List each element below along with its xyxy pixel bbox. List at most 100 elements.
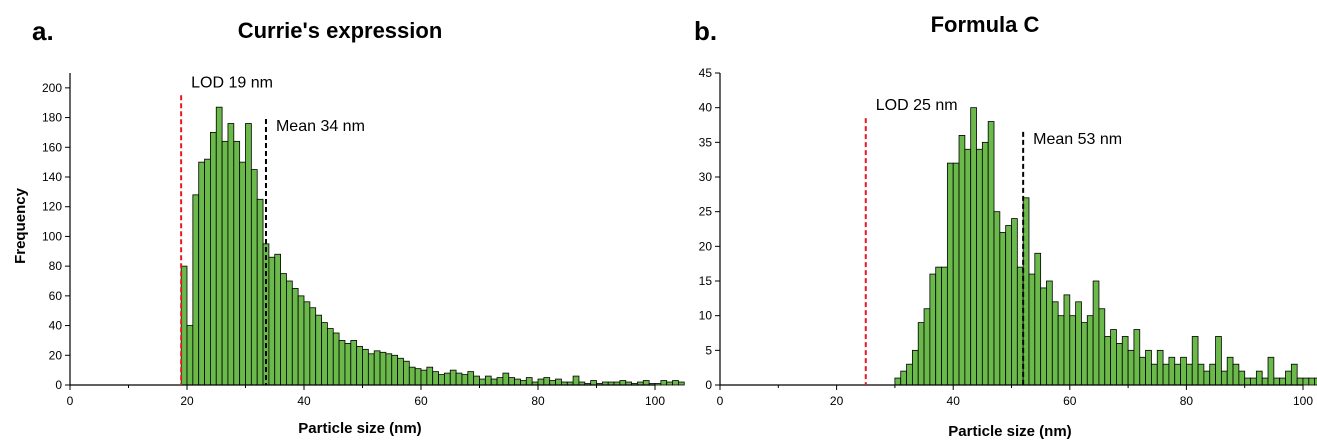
panel-b-histogram-bar bbox=[976, 148, 983, 386]
panel-a-mean-label: Mean 34 nm bbox=[276, 118, 365, 135]
panel-a-y-tick-label: 0 bbox=[55, 378, 62, 392]
panel-b-histogram-bar bbox=[1162, 363, 1170, 386]
panel-a-histogram-bar bbox=[280, 273, 287, 386]
panel-b-histogram-bar bbox=[906, 363, 913, 386]
panel-a-histogram-bar bbox=[502, 372, 510, 386]
panel-a-histogram-bar bbox=[414, 368, 422, 386]
panel-b-histogram-bar bbox=[1034, 252, 1042, 386]
panel-b-histogram-bar bbox=[1069, 315, 1077, 386]
panel-a: a. Currie's expression Particle size (nm… bbox=[12, 16, 685, 437]
panel-b-histogram-bar bbox=[923, 308, 931, 386]
panel-a-histogram-bar bbox=[443, 372, 451, 386]
panel-b-histogram-bar bbox=[911, 349, 919, 386]
panel-a-histogram-bar bbox=[397, 357, 404, 386]
panel-a-y-tick-label: 160 bbox=[42, 140, 62, 154]
panel-b-y-tick-label: 45 bbox=[699, 66, 713, 80]
panel-a-histogram-bar bbox=[660, 380, 668, 386]
panel-a-histogram-bar bbox=[362, 348, 369, 386]
panel-a-histogram-bar bbox=[403, 360, 410, 386]
panel-a-histogram-bar bbox=[426, 366, 434, 386]
panel-a-histogram-bar bbox=[484, 375, 492, 386]
panel-a-histogram-bar bbox=[221, 140, 229, 386]
panel-a-histogram-bar bbox=[321, 322, 328, 386]
panel-a-histogram-bar bbox=[315, 314, 322, 386]
panel-b-y-tick-label: 25 bbox=[699, 205, 713, 219]
panel-a-histogram-bar bbox=[619, 380, 627, 386]
panel-a-y-tick-label: 80 bbox=[49, 259, 63, 273]
panel-a-histogram-bar bbox=[239, 161, 246, 386]
panel-a-x-tick-label: 40 bbox=[297, 394, 311, 408]
panel-b-y-tick-label: 15 bbox=[699, 274, 713, 288]
panel-a-histogram-bar bbox=[461, 374, 469, 386]
panel-b-histogram-bar bbox=[1197, 363, 1205, 386]
panel-b-histogram-bar bbox=[1250, 377, 1257, 386]
panel-b-x-tick-label: 60 bbox=[1063, 394, 1077, 408]
panel-a-histogram-bar bbox=[408, 366, 416, 386]
panel-a-x-tick-label: 60 bbox=[414, 394, 428, 408]
panel-a-histogram-bar bbox=[525, 377, 533, 386]
panel-b-x-tick-label: 100 bbox=[1293, 394, 1313, 408]
panel-a-histogram-bar bbox=[678, 381, 685, 386]
panel-b-histogram-bar bbox=[1203, 370, 1211, 386]
panel-a-histogram-bar bbox=[449, 369, 457, 386]
panel-a-histogram-bar bbox=[215, 106, 223, 386]
panel-a-plot-area: 0 20 40 60 80 100 0 20 40 60 80 100 120 140 160 180 200 L… bbox=[42, 73, 685, 408]
panel-b-histogram-bar bbox=[999, 232, 1007, 386]
panel-a-letter: a. bbox=[32, 16, 54, 46]
panel-a-histogram-bar bbox=[490, 378, 498, 386]
panel-a-x-tick-label: 80 bbox=[531, 394, 545, 408]
panel-a-histogram-bar bbox=[233, 140, 241, 386]
panel-a-title: Currie's expression bbox=[238, 18, 443, 43]
panel-a-histogram-bar bbox=[467, 371, 475, 386]
panel-b-histogram-bar bbox=[1314, 377, 1317, 386]
panel-a-histogram-bar bbox=[186, 325, 194, 386]
panel-a-y-tick-label: 20 bbox=[49, 348, 63, 362]
panel-b-x-tick-label: 40 bbox=[947, 394, 961, 408]
panel-a-y-tick-label: 180 bbox=[42, 111, 62, 125]
panel-a-histogram-bar bbox=[391, 354, 398, 386]
panel-a-histogram-bar bbox=[326, 328, 334, 386]
panel-b-x-tick-label: 80 bbox=[1180, 394, 1194, 408]
panel-a-x-axis-label: Particle size (nm) bbox=[298, 420, 421, 437]
panel-a-histogram-bar bbox=[209, 132, 217, 386]
panel-b-histogram-bar bbox=[1057, 315, 1065, 386]
panel-a-histogram-bar bbox=[344, 342, 352, 386]
panel-b-histogram-bar bbox=[1110, 329, 1117, 386]
panel-b-x-axis-label: Particle size (nm) bbox=[948, 423, 1071, 440]
panel-b-histogram-bar bbox=[1296, 377, 1304, 386]
panel-b-histogram-bar bbox=[1104, 336, 1112, 386]
panel-a-histogram-bar bbox=[520, 380, 527, 386]
panel-a-histogram-bar bbox=[291, 288, 299, 386]
panel-b-histogram-bar bbox=[981, 141, 989, 386]
panel-b-histogram-bar bbox=[1063, 294, 1071, 386]
panel-a-y-tick-label: 140 bbox=[42, 170, 62, 184]
panel-b-histogram-bar bbox=[1145, 349, 1152, 386]
panel-a-histogram-bar bbox=[514, 378, 521, 386]
panel-a-histogram-bar bbox=[204, 158, 211, 386]
panel-a-histogram-bar bbox=[508, 377, 515, 386]
panel-a-histogram-bar bbox=[245, 123, 252, 386]
panel-b-lod-label: LOD 25 nm bbox=[876, 97, 958, 114]
panel-b-histogram-bar bbox=[958, 134, 966, 386]
panel-b-histogram-bar bbox=[1051, 301, 1059, 386]
panel-a-histogram-bar bbox=[198, 161, 205, 386]
panel-b-histogram-bar bbox=[1127, 349, 1135, 386]
panel-b-histogram-bar bbox=[1046, 280, 1053, 386]
panel-b-histogram-bar bbox=[1081, 322, 1088, 386]
panel-b-histogram-bar bbox=[1156, 349, 1164, 386]
panel-b-histogram-bar bbox=[1261, 377, 1269, 386]
panel-b-histogram-bar bbox=[1121, 336, 1129, 386]
panel-b-x-tick-label: 0 bbox=[717, 394, 724, 408]
panel-a-histogram-bar bbox=[286, 280, 293, 386]
panel-a-histogram-bar bbox=[373, 350, 381, 386]
panel-a-x-tick-label: 20 bbox=[180, 394, 194, 408]
panel-b-y-tick-label: 0 bbox=[705, 378, 712, 392]
panel-b-y-tick-label: 20 bbox=[699, 239, 713, 253]
panel-b-histogram-bar bbox=[1244, 377, 1251, 386]
panel-b-title: Formula C bbox=[931, 12, 1040, 37]
panel-b-y-tick-label: 5 bbox=[705, 343, 712, 357]
panel-b-x-tick-label: 20 bbox=[830, 394, 844, 408]
panel-a-y-axis-label: Frequency bbox=[12, 187, 29, 264]
panel-a-y-tick-label: 40 bbox=[49, 319, 63, 333]
panel-b-histogram-bar bbox=[917, 322, 925, 386]
